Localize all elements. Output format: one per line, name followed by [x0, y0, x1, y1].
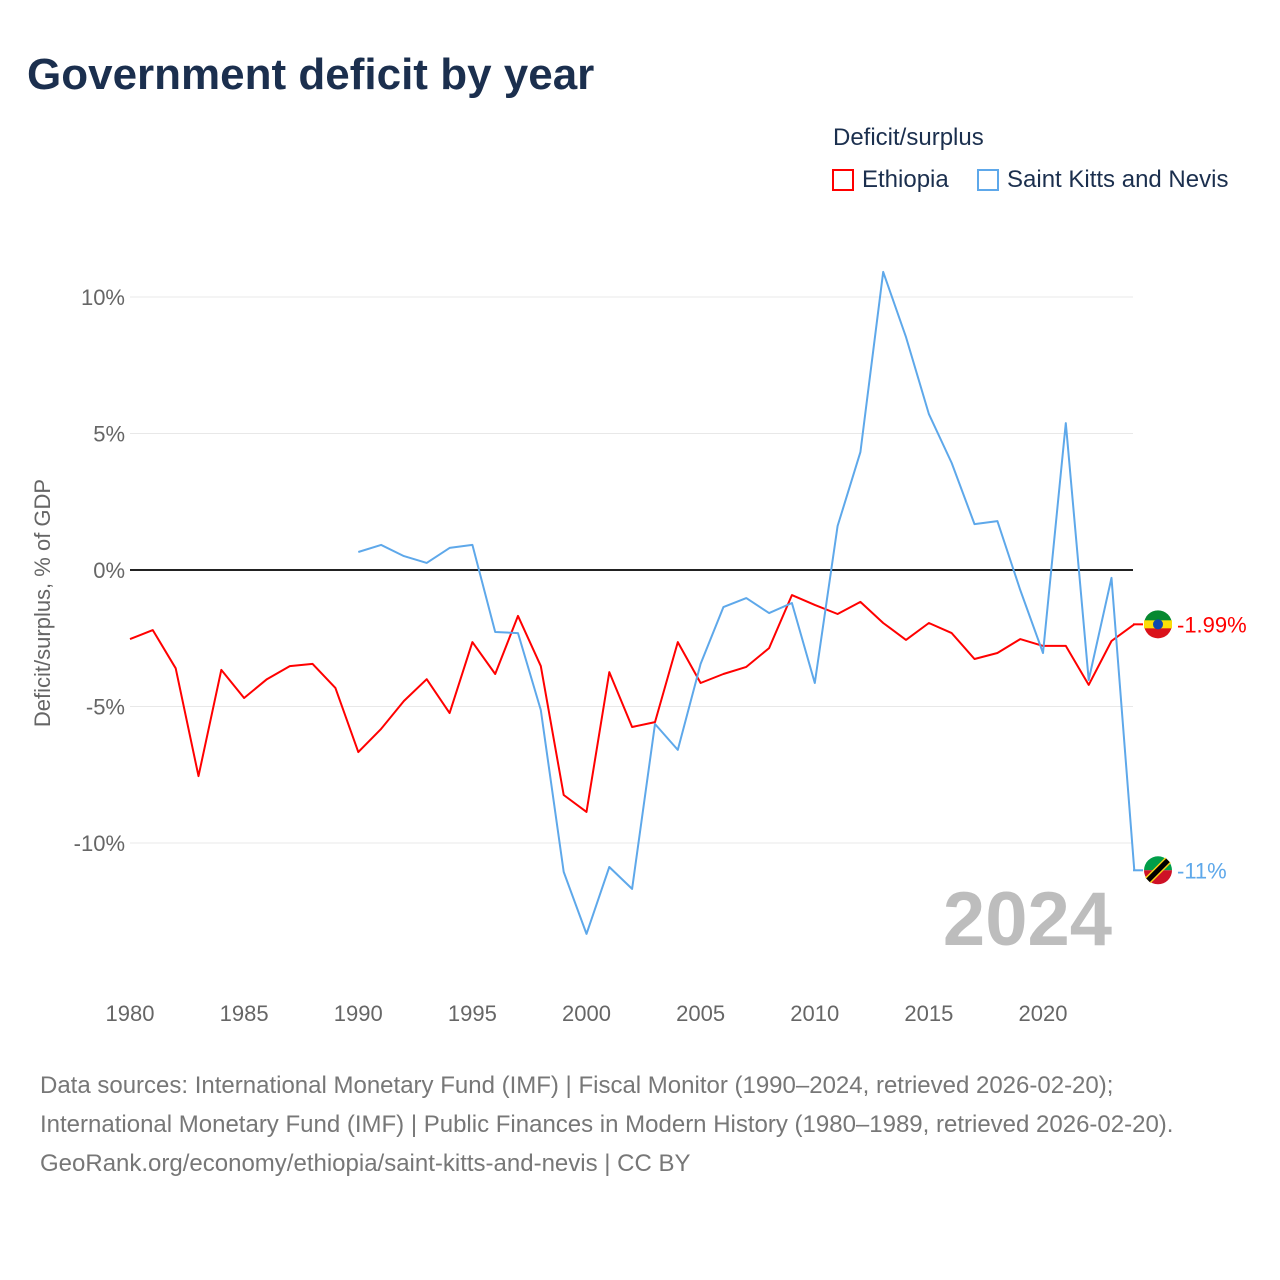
- y-tick-label: -5%: [86, 695, 125, 720]
- legend-label: Saint Kitts and Nevis: [1007, 166, 1229, 193]
- legend-swatch: [977, 169, 999, 191]
- credit-link[interactable]: GeoRank.org/economy/ethiopia/saint-kitts…: [40, 1150, 691, 1177]
- x-tick-label: 2020: [1019, 1001, 1068, 1026]
- x-tick-label: 2010: [790, 1001, 839, 1026]
- series-line-ethiopia: [129, 594, 1135, 813]
- x-tick-label: 1985: [220, 1001, 269, 1026]
- source-notes: Data sources: International Monetary Fun…: [40, 1066, 1240, 1183]
- y-tick-label: 5%: [93, 422, 125, 447]
- x-tick-label: 1990: [334, 1001, 383, 1026]
- y-axis-label: Deficit/surplus, % of GDP: [30, 479, 55, 727]
- legend-item-ethiopia[interactable]: Ethiopia: [832, 166, 949, 194]
- chart-title: Government deficit by year: [27, 50, 595, 99]
- x-tick-label: 2005: [676, 1001, 725, 1026]
- x-tick-label: 2000: [562, 1001, 611, 1026]
- legend-label: Ethiopia: [862, 166, 949, 193]
- end-value-label: -1.99%: [1177, 612, 1247, 637]
- y-tick-label: 0%: [93, 558, 125, 583]
- y-tick-label: -10%: [74, 831, 125, 856]
- data-sources: Data sources: International Monetary Fun…: [40, 1072, 1174, 1138]
- x-tick-label: 2015: [904, 1001, 953, 1026]
- end-value-label: -11%: [1177, 858, 1227, 883]
- legend-title: Deficit/surplus: [833, 124, 984, 151]
- series-line-saint-kitts-and-nevis: [358, 270, 1136, 935]
- flag-emblem: [1153, 619, 1163, 630]
- year-label: 2024: [943, 877, 1112, 962]
- legend-swatch: [832, 169, 854, 191]
- flag-band-inner: [1146, 858, 1170, 883]
- x-tick-label: 1980: [106, 1001, 155, 1026]
- legend-item-saint-kitts[interactable]: Saint Kitts and Nevis: [977, 166, 1228, 194]
- x-tick-label: 1995: [448, 1001, 497, 1026]
- y-tick-label: 10%: [81, 285, 125, 310]
